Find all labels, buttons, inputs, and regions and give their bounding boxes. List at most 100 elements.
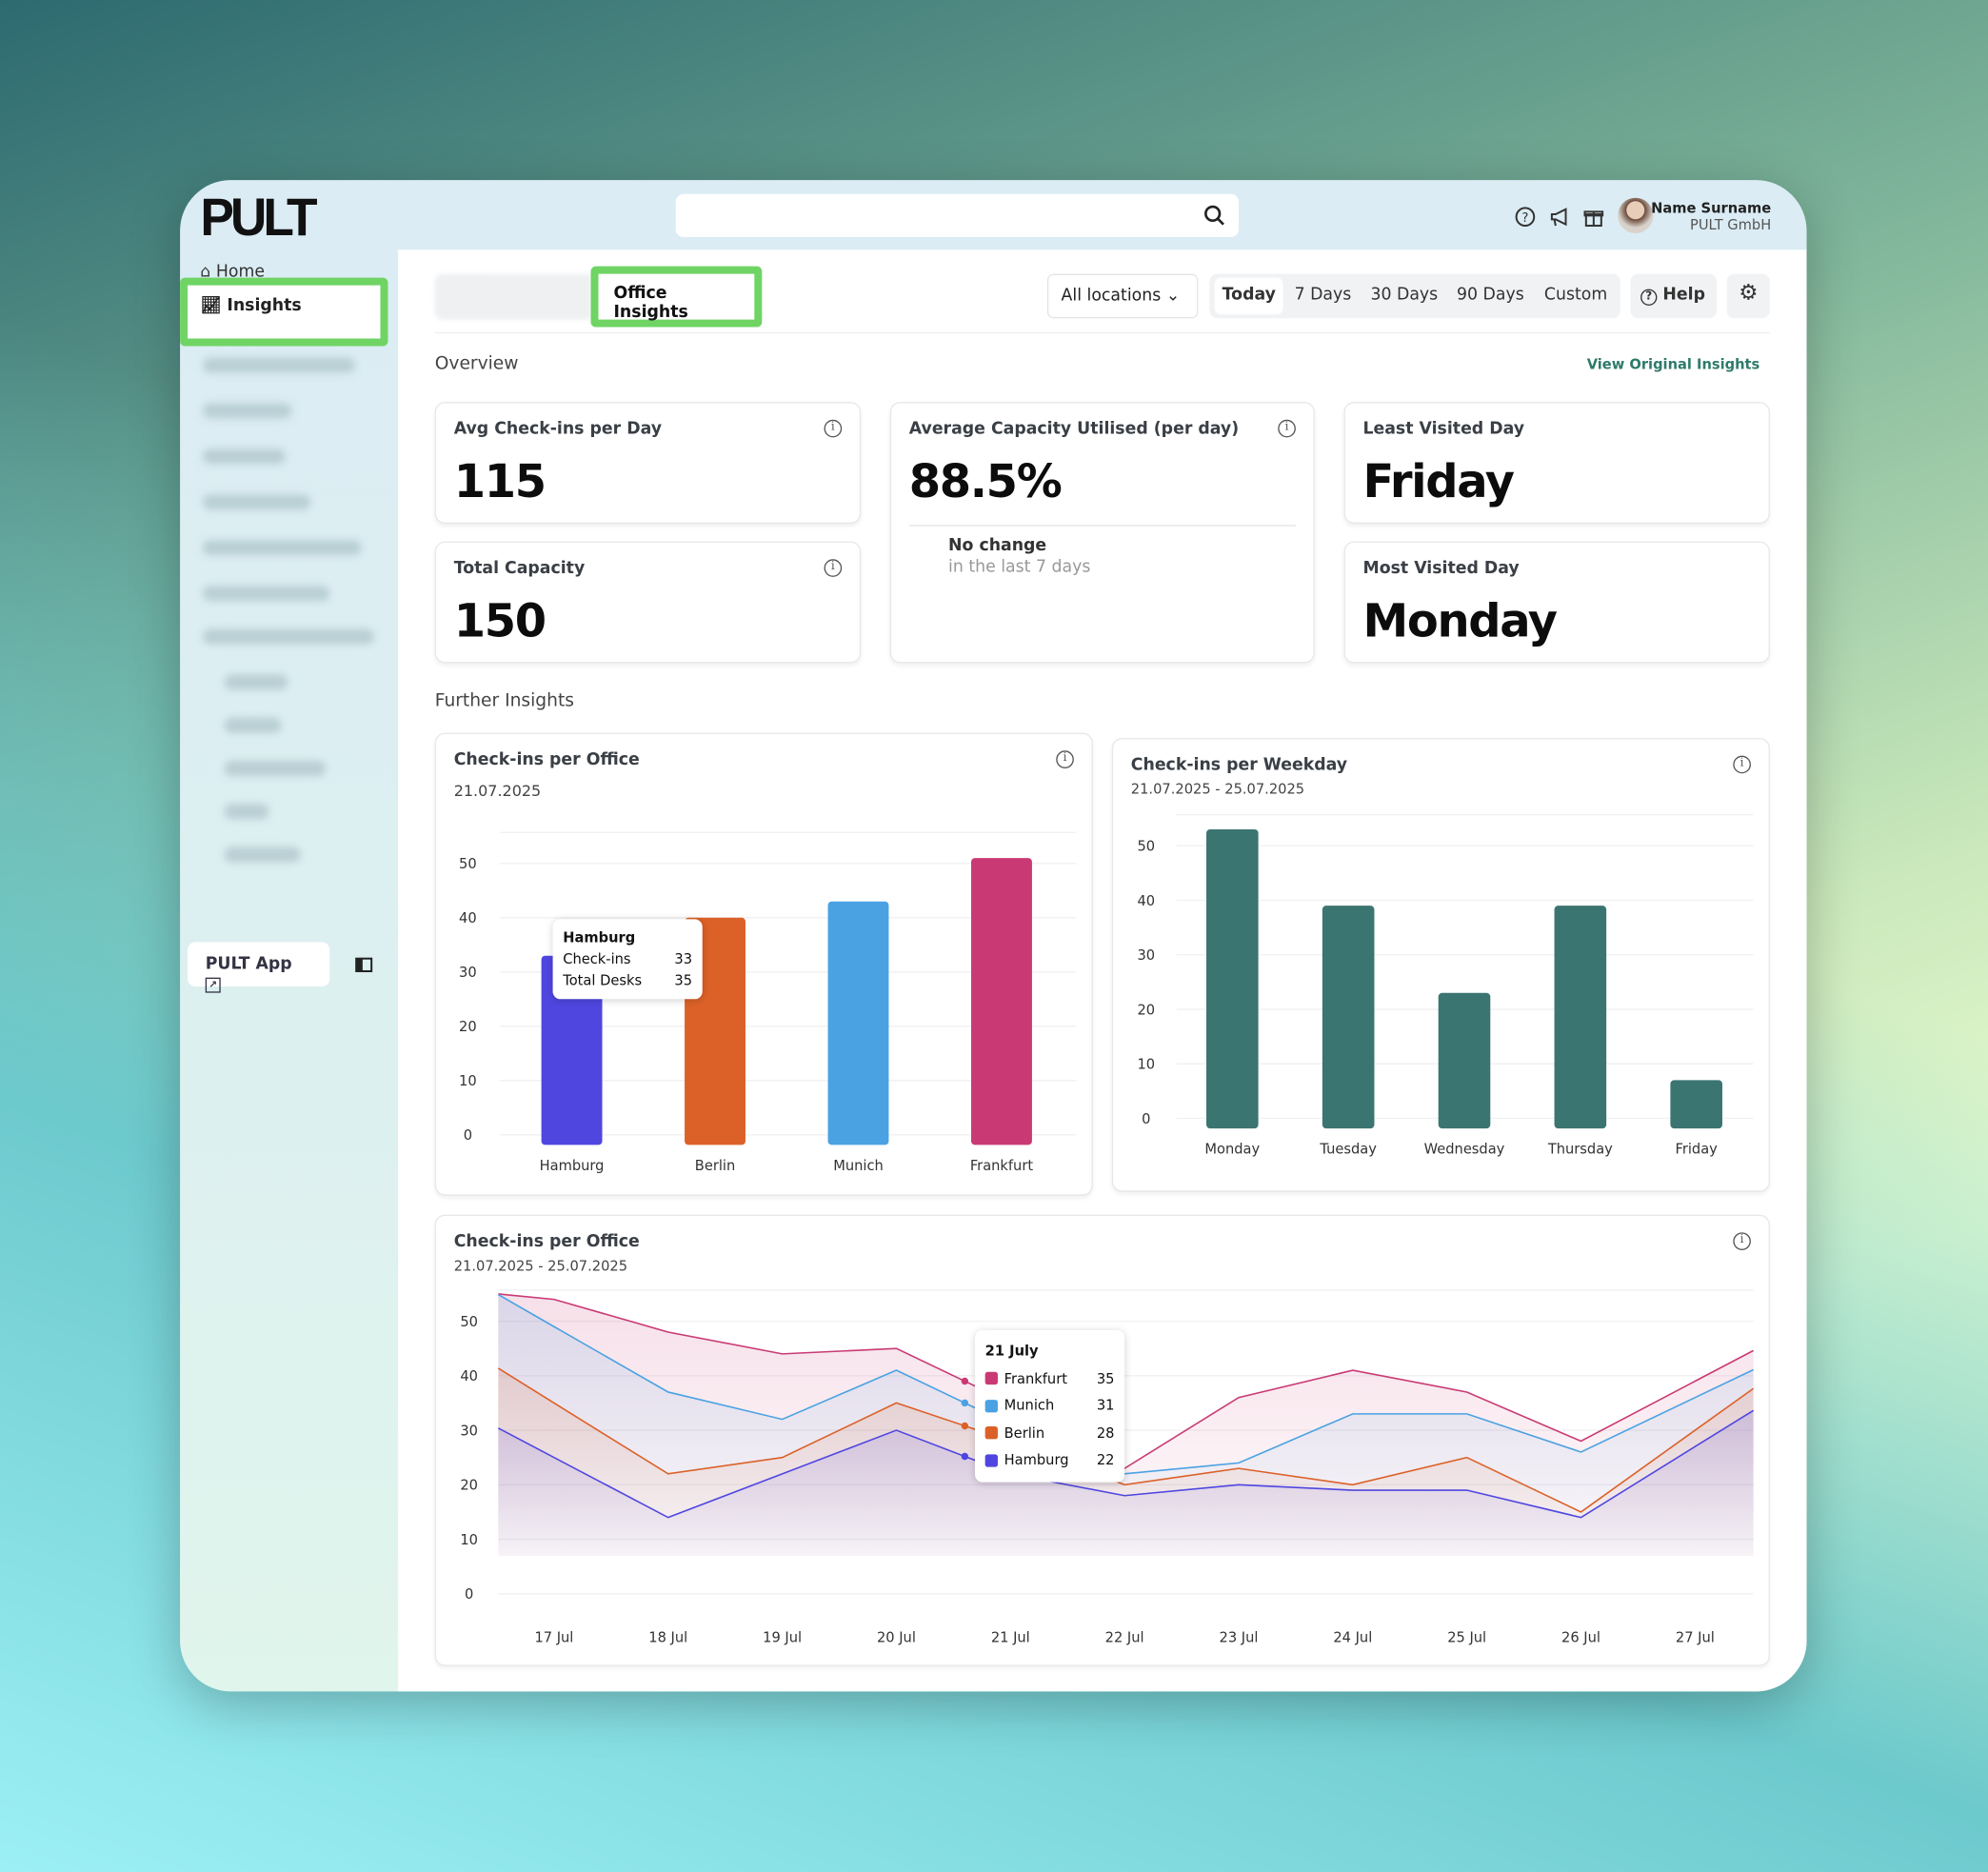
card-label: Total Capacity <box>453 559 586 579</box>
pult-logo: PULT <box>200 189 317 248</box>
y-tick-label: 10 <box>460 1532 478 1548</box>
sidebar-item-blurred[interactable] <box>203 494 311 510</box>
overview-heading: Overview <box>434 353 519 374</box>
card-value: 115 <box>453 456 547 508</box>
pult-app-label: PULT App <box>205 954 292 974</box>
info-icon[interactable]: i <box>824 419 843 438</box>
period-7-days[interactable]: 7 Days <box>1294 285 1352 305</box>
y-tick-label: 50 <box>1137 839 1155 855</box>
avatar[interactable] <box>1618 197 1654 234</box>
main-content: Office Insights All locations ⌄ Today 7 … <box>398 249 1807 1692</box>
sidebar-item-blurred[interactable] <box>203 448 286 465</box>
tooltip-row: Frankfurt 35 <box>984 1364 1115 1392</box>
search-icon[interactable] <box>1203 204 1226 227</box>
y-tick-label: 20 <box>459 1019 477 1035</box>
x-tick-label: Tuesday <box>1319 1142 1377 1158</box>
sidebar-item-home[interactable]: ⌂ Home <box>200 263 265 282</box>
tooltip-label: Check-ins <box>563 950 631 968</box>
view-original-insights-link[interactable]: View Original Insights <box>1586 356 1760 373</box>
capacity-utilised-card: Average Capacity Utilised (per day) i 88… <box>889 402 1315 664</box>
megaphone-icon[interactable] <box>1548 206 1571 229</box>
info-icon[interactable]: i <box>1056 750 1074 768</box>
tooltip-label: Total Desks <box>563 972 643 989</box>
sidebar-item-insights[interactable]: 📈︎ Insights <box>180 277 388 347</box>
help-button[interactable]: ? Help <box>1630 273 1717 319</box>
chart-title: Check-ins per Office <box>453 750 640 770</box>
tooltip-value: 22 <box>1096 1451 1115 1468</box>
x-tick-label: 18 Jul <box>648 1629 687 1645</box>
sidebar-item-blurred[interactable] <box>203 540 362 556</box>
sidebar-subitem-blurred[interactable] <box>224 846 301 863</box>
legend-swatch <box>984 1426 998 1440</box>
info-icon[interactable]: i <box>1733 1232 1751 1250</box>
card-label: Avg Check-ins per Day <box>453 419 663 439</box>
chart-subtitle: 21.07.2025 - 25.07.2025 <box>453 1257 628 1275</box>
point-frankfurt <box>961 1377 969 1385</box>
weekday-bar-chart: 0 10 20 30 40 50 Monday Tuesday Wednesday Thursda… <box>1137 813 1754 1158</box>
tooltip-row: Hamburg 22 <box>984 1446 1115 1474</box>
tooltip-label: Hamburg <box>1004 1451 1069 1468</box>
area-hamburg <box>498 1410 1754 1556</box>
period-30-days[interactable]: 30 Days <box>1370 285 1439 305</box>
help-circle-icon[interactable]: ? <box>1514 206 1537 229</box>
tooltip-label: Frankfurt <box>1004 1369 1067 1387</box>
collapse-sidebar-icon[interactable] <box>355 957 373 973</box>
checkins-over-time-card: Check-ins per Office 21.07.2025 - 25.07.… <box>434 1214 1770 1666</box>
tooltip-row: Berlin 28 <box>984 1420 1114 1447</box>
chart-title: Check-ins per Office <box>453 1232 640 1252</box>
sidebar-subitem-blurred[interactable] <box>224 804 269 820</box>
card-value: 88.5% <box>908 456 1063 508</box>
y-tick-label: 50 <box>460 1314 478 1330</box>
x-tick-label: Frankfurt <box>970 1158 1033 1174</box>
tooltip-value: 35 <box>674 972 693 989</box>
x-tick-label: 22 Jul <box>1105 1629 1144 1645</box>
info-icon[interactable]: i <box>1733 755 1751 774</box>
sidebar-item-blurred[interactable] <box>203 628 374 645</box>
sidebar-subitem-blurred[interactable] <box>224 760 327 776</box>
period-today[interactable]: Today <box>1214 277 1283 315</box>
help-circle-icon: ? <box>1640 289 1658 306</box>
checkins-per-office-card: Check-ins per Office 21.07.2025 i 0 10 20 3… <box>434 732 1093 1196</box>
gear-icon: ⚙ <box>1739 280 1759 306</box>
sidebar-subitem-blurred[interactable] <box>224 674 288 690</box>
info-icon[interactable]: i <box>824 559 843 577</box>
chart-subtitle: 21.07.2025 - 25.07.2025 <box>1130 781 1305 798</box>
pult-app-button[interactable]: PULT App ↗ <box>188 942 330 993</box>
legend-swatch <box>984 1399 998 1413</box>
chart-tooltip: Hamburg Check-ins 33 Total Desks 35 <box>552 919 703 1000</box>
chevron-down-icon: ⌄ <box>1165 286 1181 306</box>
x-tick-label: Friday <box>1676 1142 1719 1158</box>
tab-blurred[interactable] <box>434 273 591 320</box>
y-tick-label: 20 <box>460 1478 478 1494</box>
period-selector: Today 7 Days 30 Days 90 Days Custom <box>1209 273 1620 319</box>
change-text: No change <box>948 536 1047 556</box>
x-tick-label: Monday <box>1204 1142 1260 1158</box>
point-berlin <box>961 1422 969 1430</box>
location-dropdown[interactable]: All locations ⌄ <box>1046 273 1199 319</box>
info-icon[interactable]: i <box>1278 419 1296 438</box>
period-custom[interactable]: Custom <box>1543 285 1608 305</box>
least-visited-card: Least Visited Day Friday <box>1343 402 1770 524</box>
point-hamburg <box>961 1452 969 1461</box>
settings-button[interactable]: ⚙ <box>1726 273 1770 319</box>
gift-icon[interactable] <box>1582 206 1605 229</box>
sidebar-item-blurred[interactable] <box>203 586 330 602</box>
card-value: 150 <box>453 595 547 648</box>
sidebar-item-label: Home <box>215 262 266 282</box>
sidebar-item-blurred[interactable] <box>203 357 355 373</box>
period-90-days[interactable]: 90 Days <box>1457 285 1524 305</box>
tooltip-value: 35 <box>1096 1369 1115 1387</box>
y-tick-label: 30 <box>459 965 477 981</box>
sidebar-subitem-blurred[interactable] <box>224 717 282 733</box>
x-tick-label: Thursday <box>1547 1142 1613 1158</box>
card-value: Friday <box>1362 456 1515 508</box>
search-input[interactable] <box>675 193 1239 238</box>
tooltip-value: 33 <box>674 950 693 968</box>
sidebar-item-blurred[interactable] <box>203 403 292 419</box>
point-munich <box>961 1399 969 1407</box>
change-period: in the last 7 days <box>948 557 1091 577</box>
tab-office-insights[interactable]: Office Insights <box>590 266 763 328</box>
tooltip-title: Hamburg <box>563 929 636 946</box>
user-info[interactable]: Name Surname PULT GmbH <box>1651 200 1771 233</box>
y-tick-label: 10 <box>459 1073 477 1089</box>
